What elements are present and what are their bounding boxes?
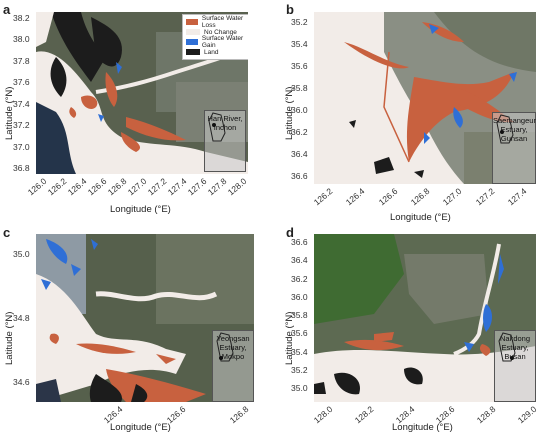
panel-b-ytick: 35.4 — [291, 39, 308, 49]
panel-d-map[interactable]: Nakdong Estuary, Busan — [314, 234, 536, 402]
panel-c-map[interactable]: Yeongsan Estuary, Mokpo — [36, 234, 254, 402]
panel-c-xlabel: Longitude (°E) — [110, 422, 171, 433]
panel-c-ytick: 35.0 — [13, 249, 30, 259]
korea-peninsula-icon — [216, 332, 234, 362]
panel-d-xtick: 128.8 — [474, 404, 498, 426]
panel-b-xtick: 126.8 — [408, 186, 432, 208]
panel-a-xtick: 126.6 — [85, 176, 109, 198]
panel-c-inset-line3: Mokpo — [221, 352, 245, 361]
panel-b-ytick: 36.0 — [291, 105, 308, 115]
panel-d-ytick: 36.2 — [291, 273, 308, 284]
panel-label-b: b — [286, 2, 294, 17]
legend-label-gain: Surface Water Gain — [201, 35, 244, 49]
panel-b-inset-line2: Estuary, — [500, 125, 528, 134]
panel-c-xtick: 126.8 — [227, 404, 251, 426]
panel-b-ytick: 36.6 — [291, 171, 308, 181]
panel-a-ytick: 37.8 — [13, 55, 30, 66]
panel-d-inset-line2: Estuary, — [501, 343, 529, 352]
panel-a-ytick: 38.0 — [13, 34, 30, 45]
panel-d-inset-title: Nakdong — [499, 334, 531, 343]
panel-label-c: c — [3, 225, 11, 240]
panel-a-inset-title: Han River, — [207, 114, 243, 123]
panel-a-map[interactable]: Surface Water Loss No Change Surface Wat… — [36, 12, 248, 174]
panel-d-ytick: 35.2 — [291, 364, 308, 375]
panel-b-inset-title: Saemangeum — [493, 116, 536, 125]
panel-b-ytick: 35.8 — [291, 83, 308, 93]
panel-a-ytick: 36.8 — [13, 163, 30, 173]
panel-b-xtick: 127.4 — [505, 186, 529, 208]
panel-b-ytick: 36.4 — [291, 149, 308, 159]
legend-item-no-change: No Change — [186, 27, 248, 37]
panel-a-ytick: 37.6 — [13, 77, 30, 88]
panel-label-d: d — [286, 225, 294, 240]
panel-c-ytick: 34.8 — [13, 313, 30, 323]
panel-a-ytick: 37.2 — [13, 120, 30, 131]
panel-c-ytick: 34.6 — [13, 377, 30, 387]
panel-a-xtick: 128.0 — [225, 176, 249, 198]
panel-d-ytick: 36.4 — [291, 255, 308, 266]
panel-a-xtick: 126.4 — [65, 176, 89, 198]
panel-b-ytick: 35.2 — [291, 17, 308, 27]
panel-b-xtick: 127.0 — [441, 186, 464, 208]
korea-peninsula-icon — [498, 332, 516, 362]
panel-d-ytick: 35.4 — [291, 346, 308, 357]
panel-a-inset-subtitle: Inchon — [213, 123, 237, 132]
panel-b-inset: Saemangeum Estuary, Gunsan — [492, 112, 536, 184]
panel-b-map[interactable]: Saemangeum Estuary, Gunsan — [314, 12, 536, 184]
panel-c-inset: Yeongsan Estuary, Mokpo — [212, 330, 254, 402]
panel-c-inset-line2: Estuary, — [219, 343, 247, 352]
map-legend: Surface Water Loss No Change Surface Wat… — [182, 14, 248, 60]
panel-d-xlabel: Longitude (°E) — [392, 422, 453, 433]
panel-a-ytick: 37.4 — [13, 98, 30, 109]
panel-b-inset-line3: Gunsan — [500, 134, 528, 143]
legend-swatch-gain — [186, 39, 198, 45]
legend-item-land: Land — [186, 47, 248, 57]
panel-b-xtick: 126.2 — [311, 186, 335, 208]
panel-b-xtick: 126.4 — [344, 186, 367, 208]
legend-swatch-no-change — [186, 29, 200, 35]
panel-a-xtick: 127.0 — [125, 176, 149, 198]
panel-d-ytick: 35.8 — [291, 310, 308, 320]
legend-swatch-loss — [186, 19, 198, 25]
panel-c-inset-title: Yeongsan — [216, 334, 250, 343]
panel-d-xtick: 128.2 — [352, 404, 376, 426]
panel-a-ytick: 37.0 — [13, 141, 30, 152]
panel-d-inset-line3: Busan — [504, 352, 526, 361]
panel-a-xlabel: Longitude (°E) — [110, 204, 171, 215]
legend-swatch-land — [186, 49, 200, 55]
panel-d-ytick: 36.6 — [291, 237, 308, 247]
panel-a-xtick: 127.6 — [185, 176, 209, 198]
korea-peninsula-icon — [496, 114, 514, 144]
legend-label-no-change: No Change — [204, 28, 237, 36]
panel-b-xtick: 126.6 — [376, 186, 400, 208]
panel-d-ytick: 35.0 — [291, 383, 308, 393]
panel-d-ytick: 36.0 — [291, 291, 308, 302]
panel-a-xtick: 127.4 — [165, 176, 189, 198]
panel-a-xtick: 127.8 — [205, 176, 229, 198]
panel-a-ytick: 38.2 — [13, 13, 30, 23]
panel-b-xtick: 127.2 — [473, 186, 497, 208]
panel-b-ytick: 36.2 — [291, 127, 308, 137]
panel-a-ylabel: Latitude (°N) — [4, 86, 15, 140]
panel-a-xtick: 126.8 — [105, 176, 129, 198]
legend-item-loss: Surface Water Loss — [186, 15, 248, 29]
panel-b-ytick: 35.6 — [291, 61, 308, 71]
panel-d-ytick: 35.6 — [291, 328, 308, 339]
legend-label-loss: Surface Water Loss — [201, 15, 244, 29]
panel-a-xtick: 127.2 — [145, 176, 169, 198]
panel-d-inset: Nakdong Estuary, Busan — [494, 330, 536, 402]
panel-d-xtick: 128.0 — [311, 404, 335, 426]
korea-peninsula-icon — [208, 112, 226, 142]
legend-item-gain: Surface Water Gain — [186, 35, 248, 49]
panel-d-xtick: 129.0 — [515, 404, 539, 426]
panel-a-inset: Han River, Inchon — [204, 110, 246, 172]
legend-label-land: Land — [204, 48, 219, 56]
panel-a-xtick: 126.0 — [25, 176, 49, 198]
panel-label-a: a — [3, 2, 11, 17]
panel-a-xtick: 126.2 — [45, 176, 69, 198]
panel-b-xlabel: Longitude (°E) — [390, 212, 451, 223]
panel-c-map-graphic — [36, 234, 254, 402]
